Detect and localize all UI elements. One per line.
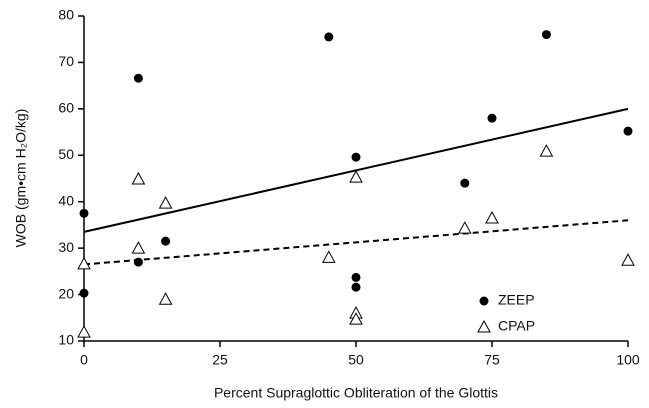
point [321, 250, 336, 263]
x-tick-label: 25 [212, 352, 228, 368]
point [77, 256, 91, 270]
point [457, 221, 472, 234]
y-tick-label: 80 [58, 7, 74, 23]
point [351, 282, 361, 292]
x-axis-label: Percent Supraglottic Obliteration of the… [214, 385, 498, 401]
point [158, 196, 173, 209]
y-tick-label: 70 [58, 53, 74, 69]
legend-marker [477, 319, 491, 333]
x-tick-label: 75 [484, 352, 500, 368]
point [349, 170, 363, 183]
point [79, 288, 89, 298]
y-tick-label: 10 [58, 332, 74, 348]
y-tick-label: 50 [58, 146, 74, 162]
point [351, 152, 361, 162]
y-tick-label: 40 [58, 192, 74, 208]
point [351, 272, 361, 282]
y-tick-label: 20 [58, 285, 74, 301]
point [487, 113, 497, 123]
point [541, 30, 551, 40]
point [485, 210, 499, 224]
point [133, 73, 143, 83]
x-tick-label: 0 [80, 352, 88, 368]
point [131, 171, 146, 185]
legend-marker [479, 296, 489, 306]
fit-line [83, 219, 629, 266]
y-tick-label: 60 [58, 100, 74, 116]
point [79, 208, 89, 218]
point [133, 257, 143, 267]
y-tick-label: 30 [58, 239, 74, 255]
point [77, 325, 91, 338]
point [623, 126, 633, 136]
point [539, 144, 554, 157]
legend-label: ZEEP [498, 292, 535, 308]
point [324, 32, 334, 42]
point [621, 253, 635, 266]
point [349, 312, 363, 325]
point [158, 292, 173, 305]
legend-label: CPAP [498, 318, 535, 334]
point [460, 178, 470, 188]
point [161, 236, 171, 246]
x-tick-label: 50 [348, 352, 364, 368]
x-tick-label: 100 [616, 352, 640, 368]
y-axis-label: WOB (gm•cm H₂O/kg) [13, 109, 29, 248]
point [131, 241, 146, 254]
